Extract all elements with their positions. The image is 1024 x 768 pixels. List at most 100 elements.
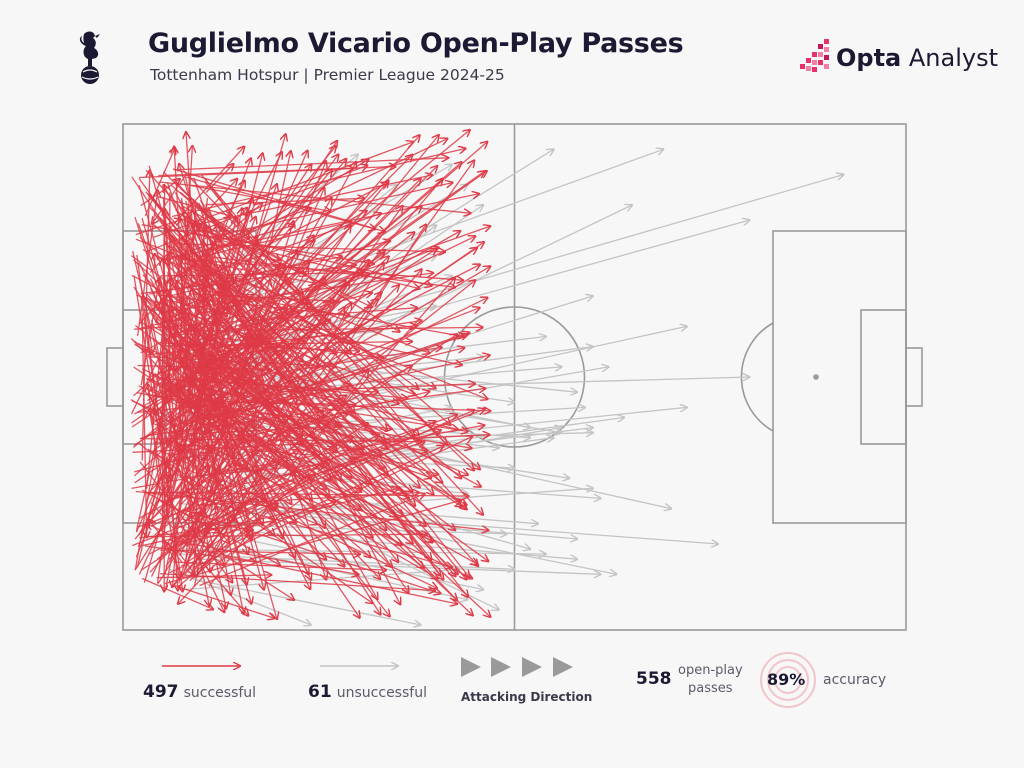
direction-arrow-1: [461, 657, 481, 677]
successful-pass: [139, 439, 421, 442]
successful-label: successful: [183, 685, 257, 701]
brand-name-rest: Analyst: [901, 44, 998, 72]
brand-bars-icon: [800, 39, 829, 72]
successful-pass: [170, 432, 472, 579]
successful-pass: [158, 167, 395, 177]
accuracy-target-icon: [760, 652, 816, 708]
successful-pass: [186, 215, 419, 390]
successful-pass: [153, 142, 414, 238]
unsuccessful-pass: [201, 558, 600, 574]
right-six-yard-box: [860, 309, 907, 445]
right-penalty-spot: [813, 374, 819, 380]
successful-pass: [180, 327, 482, 332]
successful-pass: [162, 278, 247, 470]
successful-pass: [141, 577, 213, 610]
successful-pass: [200, 237, 469, 577]
successful-pass: [190, 208, 465, 509]
successful-pass: [140, 278, 159, 386]
successful-pass: [151, 439, 219, 577]
successful-pass: [171, 149, 466, 218]
successful-pass: [188, 304, 210, 348]
successful-pass: [181, 255, 436, 388]
successful-pass: [147, 523, 191, 546]
successful-pass: [146, 393, 472, 448]
successful-pass: [141, 339, 254, 408]
successful-pass: [158, 341, 304, 374]
successful-pass: [174, 258, 463, 281]
chart-subtitle: Tottenham Hotspur | Premier League 2024-…: [150, 66, 505, 84]
successful-pass: [170, 439, 297, 523]
successful-pass: [162, 194, 479, 261]
successful-pass: [167, 364, 309, 478]
successful-pass: [203, 352, 426, 526]
successful-pass: [164, 430, 441, 551]
successful-pass: [156, 575, 272, 578]
successful-count: 497: [143, 682, 179, 702]
successful-pass: [165, 342, 412, 347]
successful-pass: [131, 425, 485, 490]
chart-title: Guglielmo Vicario Open-Play Passes: [148, 28, 684, 59]
successful-pass: [153, 409, 155, 422]
successful-pass: [151, 308, 218, 515]
successful-passes: [130, 130, 491, 619]
successful-pass: [181, 421, 254, 500]
successful-pass: [138, 169, 353, 179]
successful-pass: [166, 410, 173, 517]
unsuccessful-label: unsuccessful: [336, 685, 427, 701]
successful-pass: [168, 226, 350, 501]
successful-pass: [182, 205, 281, 260]
successful-pass: [149, 389, 327, 489]
successful-pass: [147, 169, 332, 395]
successful-pass: [204, 221, 205, 433]
legend-unsuccessful: 61 unsuccessful: [308, 682, 427, 702]
successful-pass: [133, 340, 413, 544]
successful-pass: [186, 307, 345, 563]
cockerel-icon: [79, 31, 100, 84]
left-goal: [106, 347, 124, 407]
successful-pass: [162, 299, 173, 415]
successful-pass: [174, 192, 302, 436]
successful-pass: [207, 410, 474, 529]
successful-pass: [144, 545, 256, 562]
successful-pass: [184, 437, 302, 576]
successful-pass: [179, 243, 445, 252]
successful-pass: [143, 303, 362, 489]
header: Guglielmo Vicario Open-Play Passes Totte…: [0, 0, 1024, 100]
successful-pass: [202, 438, 326, 560]
successful-pass: [185, 488, 230, 544]
successful-pass: [170, 261, 244, 614]
unsuccessful-count: 61: [308, 682, 332, 702]
successful-pass: [191, 159, 346, 350]
successful-pass: [131, 176, 409, 593]
successful-pass: [146, 253, 171, 489]
successful-pass: [150, 324, 467, 505]
successful-pass: [183, 334, 458, 523]
successful-pass: [131, 274, 251, 338]
successful-pass: [148, 385, 161, 497]
accuracy-label: accuracy: [823, 672, 887, 688]
successful-pass: [163, 226, 415, 506]
successful-pass: [204, 397, 380, 579]
successful-pass: [161, 184, 277, 506]
successful-pass: [176, 274, 488, 399]
successful-pass: [162, 227, 461, 478]
successful-pass: [196, 225, 426, 576]
right-goal: [905, 347, 923, 407]
successful-pass: [136, 190, 158, 337]
attacking-direction-label: Attacking Direction: [461, 690, 593, 704]
successful-pass: [204, 177, 249, 239]
successful-pass: [174, 158, 448, 171]
successful-pass: [163, 302, 320, 367]
successful-pass: [164, 490, 225, 613]
successful-pass: [149, 310, 296, 558]
successful-pass: [193, 151, 290, 587]
total-label-line2: passes: [688, 681, 733, 696]
successful-pass: [173, 584, 274, 619]
successful-pass: [174, 146, 192, 427]
successful-pass: [197, 162, 461, 393]
successful-pass: [157, 196, 231, 216]
successful-pass: [198, 248, 477, 436]
successful-pass: [199, 222, 351, 258]
total-label-line1: open-play: [678, 663, 743, 678]
